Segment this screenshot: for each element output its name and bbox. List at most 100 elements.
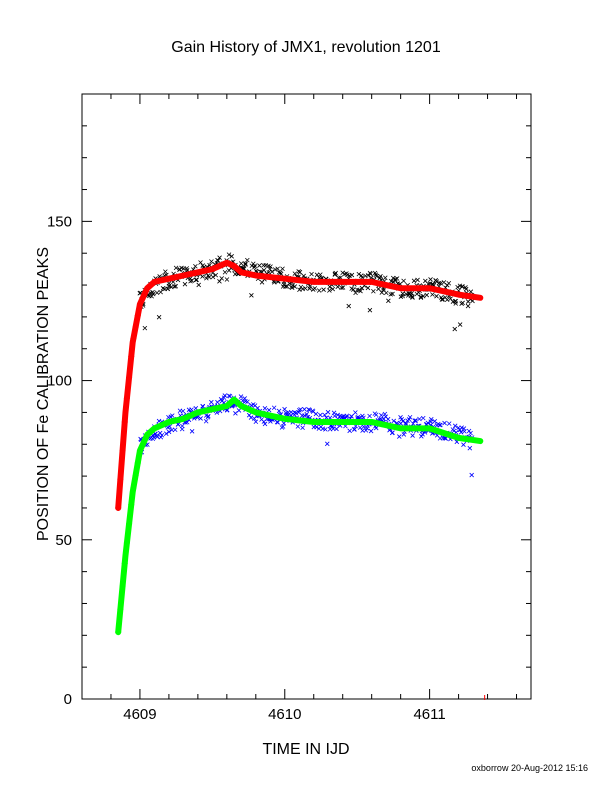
peak-1-measured-x-mark bbox=[307, 286, 312, 291]
peak-2-measured-x-mark bbox=[410, 433, 415, 438]
peak-1-measured-x-mark bbox=[268, 264, 273, 269]
peak-1-fit-plus-mark bbox=[126, 374, 133, 381]
peak-2-fit-plus-mark bbox=[134, 460, 141, 467]
peak-1-measured-x-mark bbox=[379, 290, 385, 295]
peak-2-measured-x-mark bbox=[458, 430, 464, 435]
peak-2-fit-curve bbox=[115, 396, 484, 636]
peak-1-measured-x-mark bbox=[378, 273, 383, 279]
peak-2-measured-x-mark bbox=[385, 416, 391, 422]
peak-2-fit-plus-mark bbox=[117, 606, 124, 613]
y-axis-label: POSITION OF Fe CALIBRATION PEAKS bbox=[35, 247, 52, 541]
peak-1-measured-x-mark bbox=[430, 292, 435, 297]
peak-2-measured-x-mark bbox=[406, 417, 412, 422]
peak-2-measured-x-mark bbox=[344, 414, 349, 420]
peak-1-measured-x-mark bbox=[243, 261, 248, 266]
peak-1-measured-x-mark bbox=[415, 277, 420, 283]
peak-1-measured-x-mark bbox=[460, 300, 465, 306]
peak-1-measured-x-mark bbox=[465, 303, 471, 309]
peak-2-measured-x-mark bbox=[438, 422, 443, 428]
peak-2-measured-x-mark bbox=[462, 429, 467, 434]
peak-2-measured-x-mark bbox=[227, 393, 233, 399]
y-tick-label: 100 bbox=[47, 373, 72, 390]
peak-1-measured-x-mark bbox=[351, 287, 356, 292]
peak-1-measured-x-mark bbox=[245, 257, 250, 263]
peak-2-fit-plus-mark bbox=[141, 438, 148, 445]
peak-2-measured-x-mark bbox=[280, 424, 286, 429]
peak-1-measured-x-mark bbox=[411, 278, 417, 284]
peak-1-measured-x-mark bbox=[149, 293, 154, 299]
peak-2-measured-x-mark bbox=[318, 412, 323, 418]
peak-2-measured-x-mark bbox=[467, 445, 473, 451]
peak-1-measured-x-mark bbox=[386, 298, 391, 304]
peak-1-measured-x-mark bbox=[281, 281, 287, 287]
peak-2-measured-x-mark bbox=[469, 472, 474, 478]
peak-2-measured-x-mark bbox=[373, 425, 379, 431]
peak-1-measured-x-mark bbox=[289, 285, 295, 290]
peak-2-measured-x-mark bbox=[401, 432, 407, 437]
peak-1-measured-x-mark bbox=[206, 274, 212, 280]
peak-2-measured-x-mark bbox=[189, 429, 195, 434]
peak-1-measured-x-mark bbox=[420, 293, 426, 299]
peak-1-measured-x-mark bbox=[272, 267, 278, 272]
peak-1-measured-x-mark bbox=[455, 284, 460, 290]
peak-2-fit-plus-mark bbox=[136, 447, 143, 454]
peak-1-measured-x-mark bbox=[327, 288, 332, 293]
peak-2-measured-x-mark bbox=[266, 407, 272, 413]
peak-1-measured-x-mark bbox=[390, 291, 395, 297]
peak-2-measured-x-mark bbox=[151, 435, 157, 440]
peak-1-measured-x-mark bbox=[224, 277, 230, 282]
peak-1-fit-plus-mark bbox=[136, 301, 143, 308]
peak-2-measured-x-mark bbox=[363, 428, 369, 433]
peak-1-measured-x-mark bbox=[365, 285, 371, 291]
peak-1-measured-x-mark bbox=[457, 322, 463, 327]
peak-2-measured-x-mark bbox=[452, 423, 458, 429]
peak-2-measured-x-mark bbox=[276, 408, 282, 414]
peak-2-measured-x-mark bbox=[378, 412, 384, 418]
peak-2-measured-x-mark bbox=[344, 413, 350, 419]
peak-1-measured-x-mark bbox=[210, 274, 216, 280]
peak-2-measured-x-mark bbox=[368, 428, 374, 434]
peak-2-measured-x-mark bbox=[446, 421, 452, 426]
peak-1-measured-x-mark bbox=[266, 270, 272, 275]
peak-2-measured-x-mark bbox=[442, 420, 447, 426]
peak-1-measured-x-mark bbox=[353, 290, 358, 296]
peak-1-measured-x-mark bbox=[434, 293, 439, 299]
peak-2-measured-x-mark bbox=[233, 411, 238, 416]
peak-1-measured-x-mark bbox=[318, 272, 323, 277]
peak-2-measured-x-mark bbox=[189, 407, 194, 412]
peak-1-measured-x-mark bbox=[292, 284, 298, 289]
peak-2-measured-x-mark bbox=[349, 414, 354, 419]
peak-1-measured-x-mark bbox=[184, 266, 189, 271]
x-tick-label: 4609 bbox=[123, 706, 156, 723]
peak-1-measured-x-mark bbox=[394, 276, 400, 281]
peak-2-measured-x-mark bbox=[222, 393, 228, 398]
footer-stamp: oxborrow 20-Aug-2012 15:16 bbox=[471, 763, 588, 773]
peak-1-measured-x-mark bbox=[163, 269, 168, 274]
peak-1-measured-x-mark bbox=[339, 285, 344, 291]
peak-1-measured-x-mark bbox=[238, 261, 244, 266]
peak-2-measured-x-mark bbox=[245, 399, 250, 405]
peak-1-measured-x-mark bbox=[204, 275, 209, 281]
peak-1-measured-x-mark bbox=[182, 281, 188, 287]
peak-2-measured-x-mark bbox=[417, 416, 422, 422]
peak-1-measured-x-mark bbox=[330, 286, 335, 292]
peak-1-measured-x-mark bbox=[249, 293, 254, 298]
peak-1-measured-x-mark bbox=[252, 263, 258, 269]
peak-1-measured-x-mark bbox=[193, 277, 199, 283]
x-tick-label: 4610 bbox=[268, 706, 301, 723]
peak-1-measured-x-mark bbox=[316, 288, 322, 293]
peak-1-fit-plus-mark bbox=[117, 476, 124, 483]
peak-2-measured-x-mark bbox=[300, 425, 305, 431]
peak-2-measured-x-mark bbox=[248, 415, 254, 420]
peak-1-measured-x-mark bbox=[154, 290, 160, 296]
peak-1-measured-x-mark bbox=[213, 272, 219, 278]
peak-1-measured-x-mark bbox=[468, 289, 474, 294]
peak-2-measured-x-mark bbox=[262, 406, 268, 411]
peak-2-measured-x-mark bbox=[347, 428, 352, 434]
peak-1-measured-x-mark bbox=[444, 297, 450, 303]
peak-2-fit-line bbox=[115, 396, 484, 636]
peak-1-fit-plus-mark bbox=[123, 395, 130, 402]
peak-1-fit-plus-mark bbox=[139, 296, 146, 303]
data-marks bbox=[115, 252, 486, 700]
peak-2-measured-x-mark bbox=[163, 431, 169, 436]
